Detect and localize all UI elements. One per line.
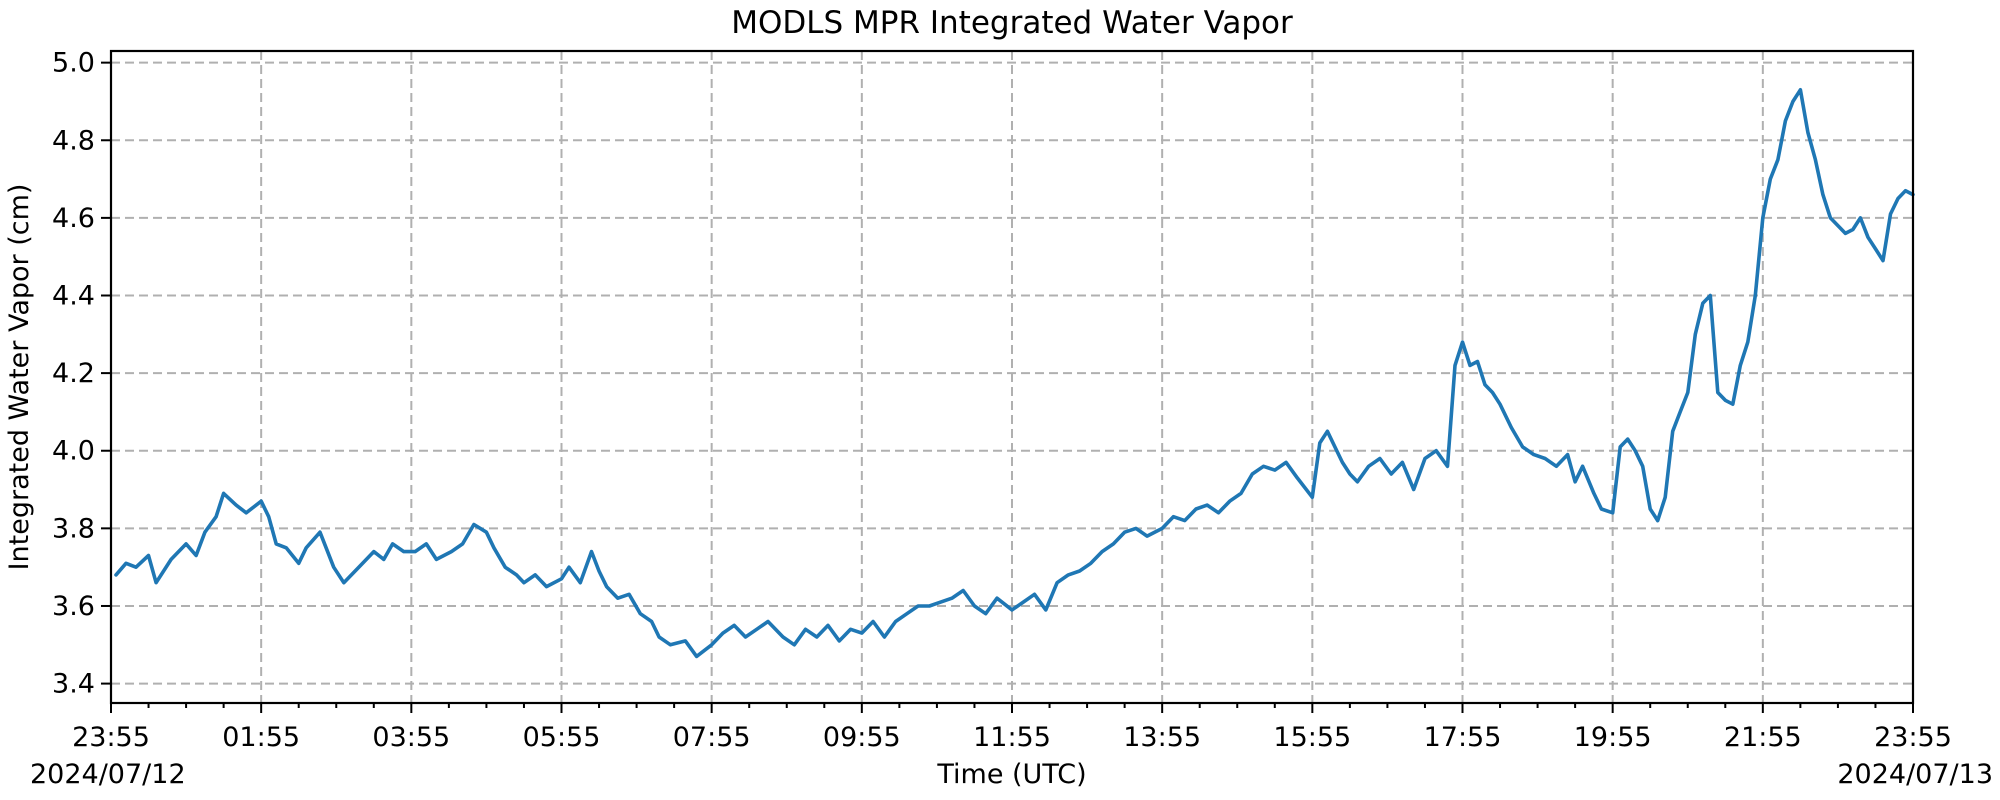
y-tick-label: 4.2 (52, 358, 95, 389)
x-tick-label: 03:55 (372, 722, 450, 753)
y-axis-label: Integrated Water Vapor (cm) (4, 184, 35, 571)
y-tick-label: 4.8 (52, 125, 95, 156)
x-axis-label: Time (UTC) (936, 759, 1086, 790)
x-tick-label: 01:55 (222, 722, 300, 753)
y-tick-label: 4.4 (52, 281, 95, 312)
x-tick-label: 17:55 (1424, 722, 1502, 753)
y-gridlines (111, 61, 1913, 685)
y-tick-label: 3.4 (52, 669, 95, 700)
x-tick-label: 23:55 (1874, 722, 1952, 753)
y-tick-label: 5.0 (52, 48, 95, 79)
y-tick-label: 4.6 (52, 203, 95, 234)
y-tick-label: 4.0 (52, 436, 95, 467)
end-date-label: 2024/07/13 (1837, 759, 1993, 790)
x-gridlines (260, 51, 1764, 703)
y-ticks: 3.4 3.6 3.8 4.0 4.2 4.4 4.6 4.8 5.0 (52, 48, 111, 700)
x-tick-label: 05:55 (523, 722, 601, 753)
x-tick-label: 11:55 (973, 722, 1051, 753)
y-tick-label: 3.6 (52, 591, 95, 622)
start-date-label: 2024/07/12 (30, 759, 186, 790)
x-ticks: 23:55 01:55 03:55 05:55 07:55 09:55 11:55 13:55… (72, 703, 1952, 753)
x-tick-label: 19:55 (1574, 722, 1652, 753)
x-tick-label: 15:55 (1273, 722, 1351, 753)
x-tick-label: 13:55 (1123, 722, 1201, 753)
iwv-series-line (114, 88, 1915, 659)
x-tick-label: 09:55 (823, 722, 901, 753)
x-tick-label: 23:55 (72, 722, 150, 753)
y-tick-label: 3.8 (52, 513, 95, 544)
x-tick-label: 07:55 (673, 722, 751, 753)
x-tick-label: 21:55 (1724, 722, 1802, 753)
chart-title: MODLS MPR Integrated Water Vapor (731, 5, 1293, 41)
series-layer (114, 88, 1915, 659)
